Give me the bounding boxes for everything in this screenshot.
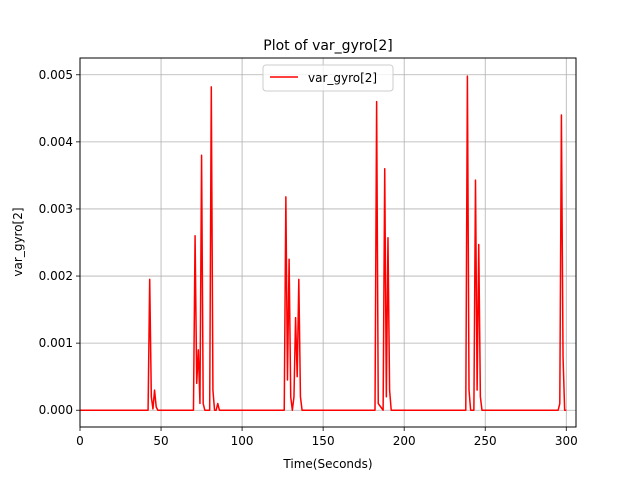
legend: var_gyro[2] — [262, 64, 394, 92]
y-tick-label: 0.003 — [39, 202, 73, 216]
legend-label: var_gyro[2] — [308, 71, 377, 85]
y-tick-label: 0.002 — [39, 269, 73, 283]
x-tick-label: 200 — [393, 434, 416, 448]
grid-lines — [79, 58, 576, 427]
chart-title: Plot of var_gyro[2] — [263, 38, 392, 54]
x-tick-label: 100 — [231, 434, 254, 448]
legend-box — [262, 64, 394, 92]
y-tick-label: 0.005 — [39, 68, 73, 82]
x-tick-label: 50 — [153, 434, 168, 448]
x-tick-label: 300 — [555, 434, 578, 448]
x-tick-label: 250 — [474, 434, 497, 448]
x-tick-label: 150 — [312, 434, 335, 448]
series-line-var-gyro-2 — [80, 75, 567, 411]
x-tick-label: 0 — [76, 434, 84, 448]
y-tick-label: 0.001 — [39, 336, 73, 350]
y-tick-label: 0.004 — [39, 135, 73, 149]
x-axis-ticks: 0 50 100 150 200 250 300 — [76, 427, 578, 448]
y-axis-label: var_gyro[2] — [11, 207, 25, 276]
plot-area-frame — [79, 57, 577, 428]
y-tick-label: 0.000 — [39, 403, 73, 417]
x-axis-label: Time(Seconds) — [282, 457, 372, 471]
series-layer — [80, 75, 567, 411]
y-axis-ticks: 0.000 0.001 0.002 0.003 0.004 0.005 — [39, 68, 80, 417]
